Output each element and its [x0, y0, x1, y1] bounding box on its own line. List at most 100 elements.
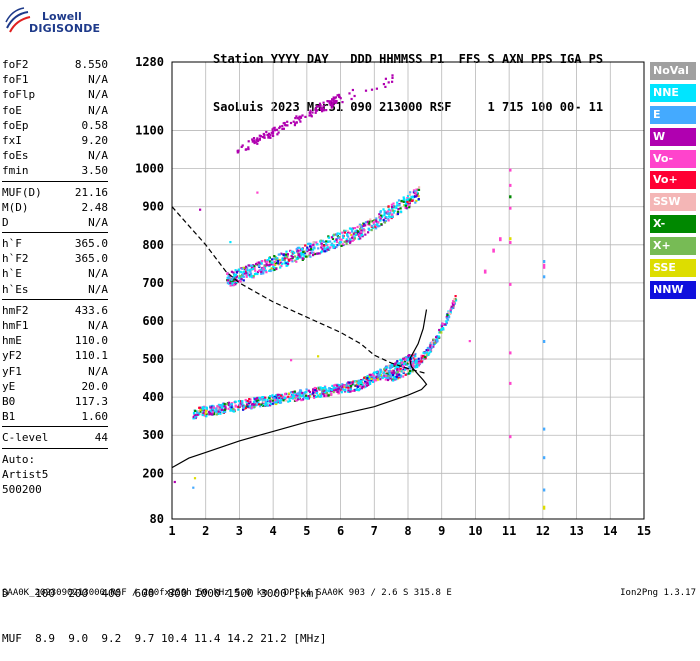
- echo-point: [194, 409, 197, 412]
- param-row: B1 1.60: [2, 409, 108, 424]
- echo-point: [351, 383, 354, 386]
- echo-point: [369, 373, 372, 376]
- echo-point: [334, 387, 337, 390]
- echo-point: [258, 264, 261, 267]
- echo-point: [219, 409, 222, 412]
- echo-point: [380, 223, 383, 226]
- echo-point: [290, 258, 293, 262]
- echo-point: [238, 275, 241, 278]
- echo-point: [368, 228, 371, 231]
- echo-point: [248, 398, 251, 401]
- echo-point: [379, 211, 382, 214]
- echo-point: [311, 111, 314, 114]
- echo-point: [300, 399, 303, 402]
- echo-point: [315, 105, 319, 108]
- param-value: N/A: [88, 103, 108, 117]
- header-row2: SaoLuis 2023 Mar31 090 213000 RSF 1 715 …: [213, 100, 604, 114]
- y-tick-label: 1280: [135, 55, 164, 69]
- echo-point: [237, 406, 240, 409]
- param-row: foEs N/A: [2, 148, 108, 163]
- param-row: hmF1 N/A: [2, 318, 108, 333]
- echo-point: [287, 258, 290, 261]
- echo-point: [271, 267, 275, 270]
- echo-point: [433, 341, 437, 344]
- table-muf-row: MUF 8.9 9.0 9.2 9.7 10.4 11.4 14.2 21.2 …: [2, 632, 327, 645]
- echo-point: [429, 343, 432, 347]
- echo-point: [398, 370, 401, 373]
- echo-point: [296, 394, 299, 397]
- param-row: h`F 365.0: [2, 236, 108, 251]
- echo-point: [405, 373, 408, 376]
- echo-point: [492, 248, 495, 253]
- echo-point: [370, 379, 373, 382]
- echo-point: [368, 379, 371, 382]
- echo-point: [254, 404, 257, 407]
- echo-point: [307, 248, 310, 251]
- echo-point: [254, 272, 257, 275]
- echo-point: [303, 252, 306, 255]
- echo-point: [341, 386, 344, 389]
- echo-point: [288, 397, 291, 400]
- echo-point: [246, 274, 250, 277]
- echo-point: [265, 401, 268, 405]
- echo-point: [323, 390, 327, 394]
- echo-point: [446, 318, 450, 321]
- echo-point: [264, 269, 267, 272]
- echo-point: [301, 257, 304, 260]
- echo-point: [173, 480, 176, 484]
- echo-point: [404, 358, 407, 361]
- echo-point: [320, 242, 323, 245]
- param-row: yF1 N/A: [2, 364, 108, 379]
- echo-point: [271, 128, 274, 131]
- echo-point: [376, 223, 379, 226]
- echo-point: [393, 371, 396, 374]
- param-value: 21.16: [74, 185, 108, 199]
- echo-point: [385, 376, 388, 379]
- echo-point: [351, 389, 354, 392]
- echo-point: [431, 341, 434, 345]
- param-value: 3.50: [81, 164, 109, 178]
- echo-point: [270, 403, 273, 406]
- echo-point: [271, 399, 275, 402]
- echo-point: [509, 351, 512, 355]
- echo-point: [320, 246, 323, 249]
- echo-point: [209, 406, 212, 409]
- echo-point: [332, 96, 335, 99]
- echo-point: [282, 127, 285, 130]
- echo-point: [315, 395, 318, 398]
- echo-point: [414, 359, 417, 362]
- echo-point: [335, 238, 338, 241]
- echo-point: [325, 247, 328, 250]
- echo-point: [278, 262, 281, 265]
- echo-point: [404, 200, 407, 204]
- legend-item: Vo-: [650, 149, 696, 168]
- echo-point: [369, 218, 372, 221]
- echo-point: [197, 410, 200, 413]
- echo-point: [542, 260, 546, 263]
- echo-point: [264, 396, 267, 399]
- echo-point: [353, 236, 356, 239]
- echo-point: [225, 403, 228, 406]
- echo-point: [368, 375, 371, 378]
- echo-point: [387, 205, 390, 208]
- param-row: h`E N/A: [2, 266, 108, 281]
- echo-point: [285, 250, 288, 253]
- echo-point: [387, 81, 390, 84]
- echo-point: [314, 389, 317, 392]
- echo-point: [415, 360, 418, 363]
- echo-point: [230, 406, 233, 409]
- param-label: fmin: [2, 164, 29, 178]
- echo-point: [326, 100, 329, 103]
- echo-point: [353, 380, 356, 383]
- echo-point: [366, 381, 369, 384]
- echo-point: [396, 212, 399, 216]
- echo-point: [272, 396, 275, 399]
- echo-point: [388, 372, 391, 375]
- echo-point: [358, 225, 361, 228]
- echo-point: [328, 387, 331, 390]
- curves: [171, 206, 428, 469]
- echo-point: [307, 389, 310, 392]
- echo-point: [315, 252, 319, 255]
- echo-point: [340, 389, 344, 393]
- param-value: N/A: [88, 88, 108, 102]
